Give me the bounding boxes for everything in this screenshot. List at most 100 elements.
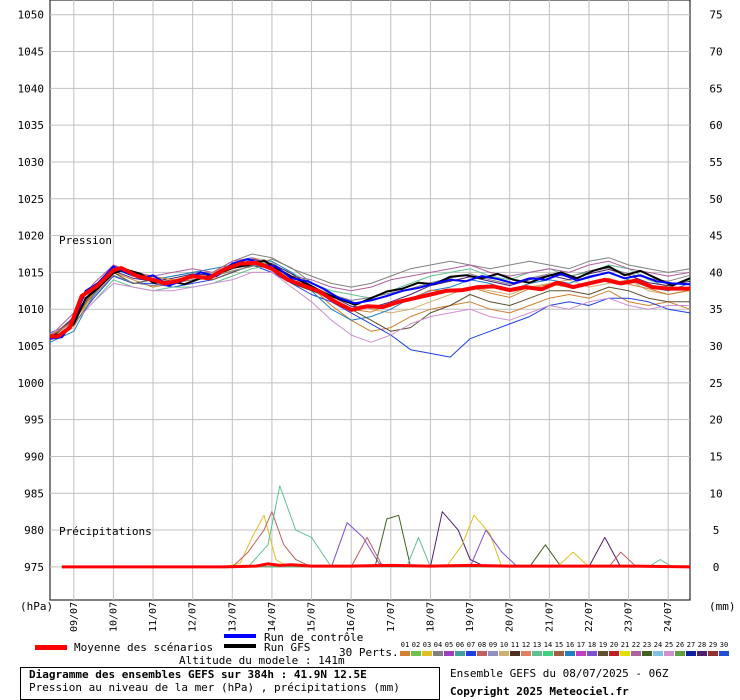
- pert-legend-number: 15: [555, 641, 563, 649]
- tick-labels: 1050104510401035103010251020101510101005…: [18, 9, 723, 632]
- pert-legend-number: 13: [533, 641, 541, 649]
- pert-pressure-line: [49, 260, 691, 336]
- precip-tick-label: 10: [709, 487, 722, 500]
- pert-legend-swatch: [598, 651, 608, 656]
- chart-legend: Moyenne des scénarios Run de contrôle Ru…: [35, 631, 729, 659]
- pert-legend-swatch: [466, 651, 476, 656]
- pert-precip-line: [61, 485, 690, 568]
- pert-legend-number: 09: [489, 641, 497, 649]
- footer-subtitle: Pression au niveau de la mer (hPa) , pré…: [29, 681, 400, 694]
- pressure-tick-label: 975: [24, 561, 44, 574]
- date-tick-label: 16/07: [346, 602, 357, 632]
- pert-legend-swatch: [620, 651, 630, 656]
- precip-tick-label: 50: [709, 193, 722, 206]
- pert-legend-number: 06: [456, 641, 464, 649]
- precip-tick-label: 40: [709, 266, 722, 279]
- precip-tick-label: 70: [709, 46, 722, 59]
- pert-legend-swatch: [521, 651, 531, 656]
- main-lines: [49, 258, 691, 569]
- pert-legend-swatch: [488, 651, 498, 656]
- pressure-tick-label: 1035: [18, 119, 45, 132]
- date-tick-label: 18/07: [425, 602, 436, 632]
- pert-legend-number: 22: [632, 641, 640, 649]
- pert-legend-swatch: [664, 651, 674, 656]
- copyright-text: Copyright 2025 Meteociel.fr: [450, 685, 629, 698]
- pressure-tick-label: 1040: [18, 82, 45, 95]
- pert-legend-number: 12: [522, 641, 530, 649]
- pressure-tick-label: 1050: [18, 9, 45, 22]
- pert-legend-swatch: [686, 651, 696, 656]
- pert-legend-number: 23: [643, 641, 651, 649]
- pert-legend-number: 30: [720, 641, 728, 649]
- date-tick-label: 13/07: [227, 602, 238, 632]
- mean-precip-line: [61, 562, 691, 569]
- pert-legend-number: 16: [566, 641, 574, 649]
- ensemble-text: Ensemble GEFS du 08/07/2025 - 06Z: [450, 667, 669, 680]
- legend-control-swatch: [224, 634, 256, 638]
- pert-legend-swatch: [477, 651, 487, 656]
- date-tick-label: 15/07: [307, 602, 318, 632]
- pert-legend-swatch: [642, 651, 652, 656]
- pert-legend-number: 25: [665, 641, 673, 649]
- pert-legend-swatch: [400, 651, 410, 656]
- pert-legend-number: 01: [401, 641, 409, 649]
- precip-tick-label: 60: [709, 119, 722, 132]
- pert-legend-number: 02: [412, 641, 420, 649]
- pressure-tick-label: 1045: [18, 46, 45, 59]
- pert-legend-swatch: [532, 651, 542, 656]
- date-tick-label: 19/07: [465, 602, 476, 632]
- pert-legend-swatch: [455, 651, 465, 656]
- precip-label: Précipitations: [59, 525, 152, 538]
- mean-pressure-line: [50, 260, 690, 339]
- pressure-tick-label: 990: [24, 450, 44, 463]
- pert-legend-swatch: [433, 651, 443, 656]
- precip-tick-label: 20: [709, 414, 722, 427]
- pert-legend-number: 24: [654, 641, 662, 649]
- date-tick-label: 22/07: [584, 602, 595, 632]
- date-tick-label: 20/07: [505, 602, 516, 632]
- pert-legend-swatch: [675, 651, 685, 656]
- legend-mean-label: Moyenne des scénarios: [74, 641, 213, 654]
- pert-legend-number: 26: [676, 641, 684, 649]
- precip-tick-label: 65: [709, 82, 722, 95]
- pert-legend-swatch: [554, 651, 564, 656]
- chart-axes: (hPa) (mm) Pression Précipitations: [20, 234, 736, 613]
- pert-legend-number: 17: [577, 641, 585, 649]
- precip-tick-label: 15: [709, 450, 722, 463]
- precip-tick-label: 30: [709, 340, 722, 353]
- pert-legend-number: 21: [621, 641, 629, 649]
- pressure-tick-label: 1000: [18, 377, 45, 390]
- pert-legend-number: 05: [445, 641, 453, 649]
- pressure-tick-label: 1020: [18, 230, 45, 243]
- pert-legend-swatch: [565, 651, 575, 656]
- pressure-tick-label: 995: [24, 414, 44, 427]
- pert-legend-number: 20: [610, 641, 618, 649]
- precip-tick-label: 75: [709, 9, 722, 22]
- precip-tick-label: 25: [709, 377, 722, 390]
- date-tick-label: 24/07: [663, 602, 674, 632]
- pert-legend-number: 04: [434, 641, 442, 649]
- pert-legend-swatch: [719, 651, 729, 656]
- pert-legend-swatch: [444, 651, 454, 656]
- pert-legend-swatch: [708, 651, 718, 656]
- precip-tick-label: 5: [713, 524, 720, 537]
- pert-legend-swatch: [576, 651, 586, 656]
- altitude-text: Altitude du modele : 141m: [179, 654, 345, 667]
- pert-legend-swatch: [499, 651, 509, 656]
- date-tick-label: 11/07: [148, 602, 159, 632]
- date-tick-label: 12/07: [188, 602, 199, 632]
- pert-legend-number: 11: [511, 641, 519, 649]
- pert-pressure-line: [49, 257, 691, 337]
- legend-mean-swatch: [35, 645, 67, 650]
- date-tick-label: 09/07: [69, 602, 80, 632]
- pert-legend-items: 01 02 03 04 05 06 07 08 09 10 11 12 13 14 15 16 17 18 19 20…: [400, 641, 729, 656]
- date-tick-label: 23/07: [624, 602, 635, 632]
- legend-gfs-swatch: [224, 644, 256, 648]
- pert-pressure-line: [49, 271, 690, 343]
- legend-perts-label: 30 Perts.: [339, 646, 399, 659]
- pert-legend-number: 08: [478, 641, 486, 649]
- pert-legend-number: 07: [467, 641, 475, 649]
- pressure-tick-label: 1025: [18, 193, 45, 206]
- pert-legend-number: 14: [544, 641, 552, 649]
- date-tick-label: 14/07: [267, 602, 278, 632]
